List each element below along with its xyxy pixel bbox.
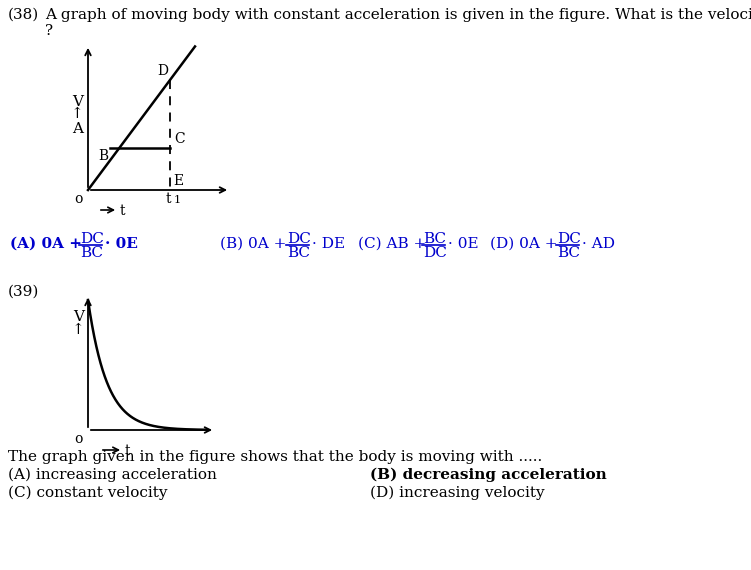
Text: (A) 0A +: (A) 0A + [10, 237, 82, 251]
Text: · AD: · AD [582, 237, 615, 251]
Text: ↑: ↑ [71, 323, 84, 337]
Text: BC: BC [557, 246, 580, 260]
Text: (C) AB +: (C) AB + [358, 237, 427, 251]
Text: B: B [98, 149, 108, 163]
Text: 1: 1 [174, 195, 181, 205]
Text: E: E [173, 174, 183, 188]
Text: (39): (39) [8, 285, 39, 299]
Text: (A) increasing acceleration: (A) increasing acceleration [8, 468, 217, 482]
Text: BC: BC [423, 232, 446, 246]
Text: ↑: ↑ [71, 107, 83, 121]
Text: (D) increasing velocity: (D) increasing velocity [370, 486, 544, 500]
Text: o: o [74, 192, 83, 206]
Text: · 0E: · 0E [448, 237, 478, 251]
Text: V: V [72, 95, 83, 109]
Text: (C) constant velocity: (C) constant velocity [8, 486, 167, 500]
Text: · 0E: · 0E [105, 237, 138, 251]
Text: A graph of moving body with constant acceleration is given in the figure. What i: A graph of moving body with constant acc… [45, 8, 751, 22]
Text: (B) 0A +: (B) 0A + [220, 237, 286, 251]
Text: BC: BC [80, 246, 103, 260]
Text: V: V [73, 310, 84, 324]
Text: (D) 0A +: (D) 0A + [490, 237, 557, 251]
Text: DC: DC [287, 232, 311, 246]
Text: o: o [74, 432, 83, 446]
Text: DC: DC [557, 232, 581, 246]
Text: t: t [120, 204, 125, 218]
Text: t: t [165, 192, 170, 206]
Text: DC: DC [423, 246, 447, 260]
Text: DC: DC [80, 232, 104, 246]
Text: C: C [174, 132, 185, 146]
Text: D: D [157, 64, 168, 78]
Text: (38): (38) [8, 8, 39, 22]
Text: · DE: · DE [312, 237, 345, 251]
Text: The graph given in the figure shows that the body is moving with .....: The graph given in the figure shows that… [8, 450, 542, 464]
Text: t: t [125, 444, 131, 458]
Text: ?: ? [45, 24, 53, 38]
Text: BC: BC [287, 246, 310, 260]
Text: (B) decreasing acceleration: (B) decreasing acceleration [370, 468, 607, 482]
Text: A: A [72, 122, 83, 136]
